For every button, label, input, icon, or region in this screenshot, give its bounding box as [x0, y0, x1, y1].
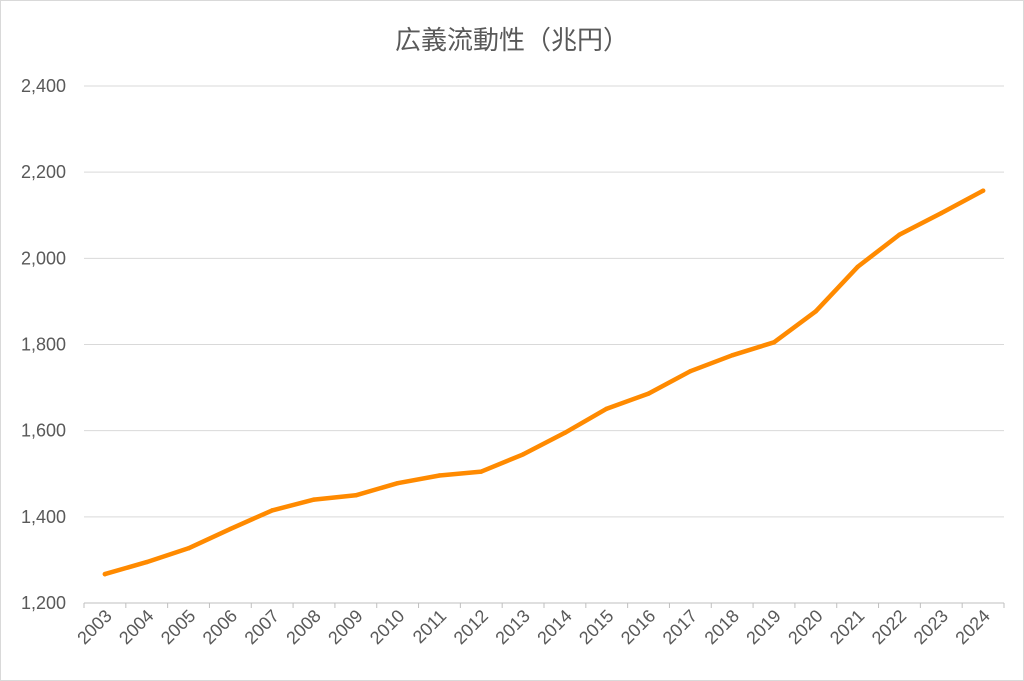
- data-point: [269, 508, 275, 513]
- data-point: [980, 188, 986, 193]
- x-tick-label: 2017: [659, 606, 701, 648]
- y-tick-label: 2,000: [21, 248, 66, 268]
- data-point: [562, 430, 568, 436]
- data-point: [771, 340, 777, 345]
- x-tick-label: 2022: [868, 606, 910, 648]
- data-point: [897, 232, 902, 237]
- data-point: [144, 559, 149, 565]
- data-point: [688, 369, 693, 374]
- x-tick-label: 2012: [450, 606, 492, 648]
- data-point: [437, 473, 442, 478]
- y-tick-label: 1,800: [21, 335, 66, 355]
- chart-title: 広義流動性（兆円）: [394, 26, 629, 56]
- data-point: [353, 493, 359, 498]
- data-point: [729, 353, 735, 358]
- x-tick-label: 2005: [157, 606, 199, 648]
- x-tick-label: 2004: [115, 606, 157, 648]
- x-tick-label: 2023: [910, 606, 952, 648]
- x-tick-label: 2010: [366, 606, 408, 648]
- data-point: [228, 526, 233, 532]
- data-point: [311, 497, 317, 502]
- y-tick-label: 1,200: [21, 593, 66, 613]
- x-tick-label: 2021: [826, 606, 868, 648]
- y-tick-label: 1,400: [21, 507, 66, 527]
- data-point: [604, 406, 609, 411]
- x-tick-label: 2009: [324, 606, 366, 648]
- x-tick-label: 2008: [282, 606, 324, 648]
- data-point: [813, 309, 819, 314]
- x-tick-label: 2015: [575, 606, 617, 648]
- x-tick-label: 2018: [701, 606, 743, 648]
- x-tick-label: 2014: [533, 606, 575, 648]
- x-tick-label: 2006: [199, 606, 241, 648]
- x-tick-label: 2007: [241, 606, 283, 648]
- data-point: [855, 264, 860, 270]
- x-tick-label: 2024: [951, 606, 993, 648]
- data-point: [520, 452, 526, 457]
- data-point: [395, 481, 400, 486]
- data-point: [186, 546, 191, 551]
- data-point: [479, 469, 484, 474]
- x-tick-label: 2020: [784, 606, 826, 648]
- x-tick-label: 2016: [617, 606, 659, 648]
- x-tick-label: 2003: [73, 606, 115, 648]
- x-tick-label: 2011: [409, 606, 451, 648]
- x-tick-label: 2019: [742, 606, 784, 648]
- y-tick-label: 2,200: [21, 162, 66, 182]
- data-point: [939, 210, 944, 216]
- y-tick-label: 2,400: [21, 76, 66, 96]
- x-tick-label: 2013: [491, 606, 533, 648]
- y-tick-label: 1,600: [21, 421, 66, 441]
- series-line: [102, 188, 986, 577]
- data-point: [102, 571, 108, 577]
- data-point: [646, 391, 651, 396]
